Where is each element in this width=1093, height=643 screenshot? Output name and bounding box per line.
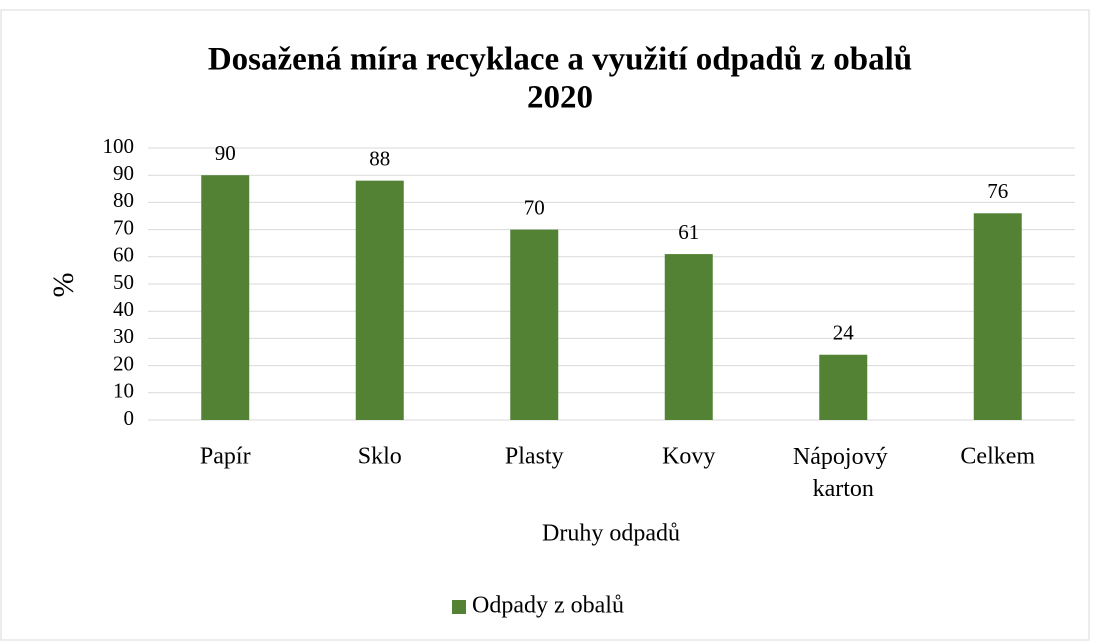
value-label: 70 xyxy=(524,195,545,219)
value-label: 24 xyxy=(833,321,855,345)
y-tick-label: 30 xyxy=(113,324,134,348)
bar xyxy=(355,180,404,420)
bar xyxy=(973,213,1022,420)
x-tick-label: Sklo xyxy=(358,444,402,470)
legend-label: Odpady z obalů xyxy=(472,593,624,619)
y-tick-label: 60 xyxy=(113,243,134,267)
x-tick-label: Plasty xyxy=(505,444,564,470)
chart-title: Dosažená míra recyklace a využití odpadů… xyxy=(208,42,912,78)
y-tick-label: 50 xyxy=(113,270,134,294)
bar xyxy=(201,175,250,420)
legend-swatch xyxy=(452,600,466,614)
y-tick-label: 90 xyxy=(113,161,134,185)
bar xyxy=(819,354,868,420)
y-tick-label: 20 xyxy=(113,351,134,375)
x-axis-label: Druhy odpadů xyxy=(542,521,680,547)
value-label: 90 xyxy=(215,141,236,165)
chart-subtitle: 2020 xyxy=(527,80,593,116)
y-tick-label: 70 xyxy=(113,215,134,239)
value-label: 76 xyxy=(987,179,1008,203)
value-label: 61 xyxy=(678,220,699,244)
bar xyxy=(664,254,713,420)
x-tick-label: Kovy xyxy=(662,444,715,470)
x-tick-label: Nápojový karton xyxy=(793,444,894,502)
y-tick-label: 100 xyxy=(103,134,135,158)
value-label: 88 xyxy=(369,146,390,170)
x-tick-label: Celkem xyxy=(960,444,1035,470)
y-tick-label: 80 xyxy=(113,188,134,212)
x-tick-label: Papír xyxy=(200,444,251,470)
y-tick-label: 10 xyxy=(113,379,134,403)
y-tick-label: 40 xyxy=(113,297,134,321)
y-tick-label: 0 xyxy=(124,406,135,430)
y-axis-label: % xyxy=(47,273,80,298)
bar xyxy=(510,229,559,420)
